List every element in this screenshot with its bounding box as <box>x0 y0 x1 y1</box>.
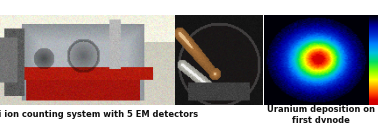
Text: Detector H1 and H2: Detector H1 and H2 <box>187 16 253 32</box>
Text: Multi ion counting system with 5 EM detectors: Multi ion counting system with 5 EM dete… <box>0 110 198 119</box>
Text: ESA 1 and 2: ESA 1 and 2 <box>202 41 242 59</box>
Text: Uranium deposition on
first dynode: Uranium deposition on first dynode <box>267 105 375 123</box>
